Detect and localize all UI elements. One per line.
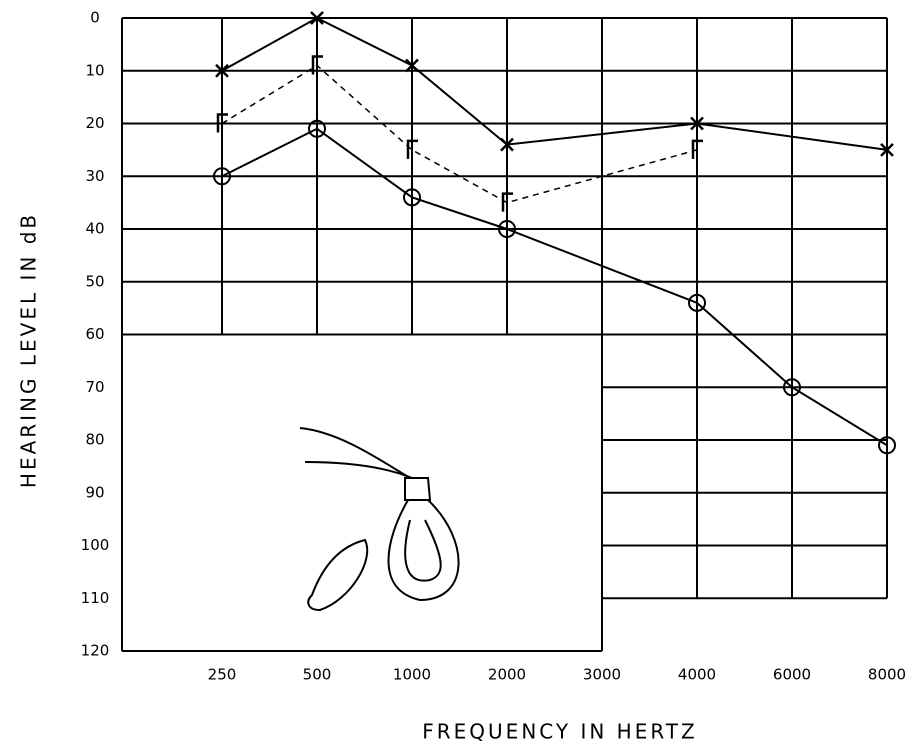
x-tick-label: 8000	[868, 666, 906, 684]
circle-marker	[878, 436, 896, 455]
x-tick-label: 2000	[488, 666, 526, 684]
y-tick-label: 80	[85, 431, 104, 449]
bracket-marker	[501, 192, 513, 212]
circle-marker	[783, 378, 801, 397]
x-tick-label: 6000	[773, 666, 811, 684]
x-tick-label: 250	[208, 666, 237, 684]
y-tick-label: 120	[81, 642, 110, 660]
y-tick-label: 10	[85, 61, 104, 79]
x-marker	[500, 137, 514, 152]
x-tick-label: 4000	[678, 666, 716, 684]
y-tick-label: 110	[81, 589, 110, 607]
y-tick-label: 60	[85, 325, 104, 343]
y-tick-label: 30	[85, 167, 104, 185]
bracket-marker	[406, 139, 418, 159]
x-marker	[690, 116, 704, 131]
x-marker	[405, 58, 419, 73]
sketch	[299, 427, 460, 612]
y-tick-label: 0	[90, 9, 100, 27]
x-tick-label: 1000	[393, 666, 431, 684]
circle-marker	[498, 220, 516, 238]
y-tick-label: 90	[85, 483, 104, 501]
series-line	[221, 64, 698, 204]
circle-marker	[688, 293, 706, 312]
y-tick-label: 100	[81, 536, 110, 554]
x-tick-label: 500	[303, 666, 332, 684]
circle-marker	[213, 167, 231, 186]
y-tick-label: 40	[85, 220, 104, 238]
y-tick-label: 50	[85, 272, 104, 290]
x-marker	[880, 142, 894, 157]
series-line	[221, 16, 888, 151]
y-tick-label: 70	[85, 378, 104, 396]
x-axis-title: FREQUENCY IN HERTZ	[422, 720, 697, 744]
series-line	[221, 127, 888, 447]
x-tick-label: 3000	[583, 666, 621, 684]
bracket-marker	[691, 139, 703, 159]
bracket-marker	[311, 55, 323, 75]
bracket-marker	[216, 113, 228, 133]
x-marker	[215, 63, 229, 78]
y-axis-title: HEARING LEVEL IN dB	[17, 212, 41, 488]
circle-marker	[403, 188, 421, 207]
y-tick-label: 20	[85, 114, 104, 132]
x-marker	[310, 11, 324, 25]
circle-marker	[308, 119, 326, 138]
